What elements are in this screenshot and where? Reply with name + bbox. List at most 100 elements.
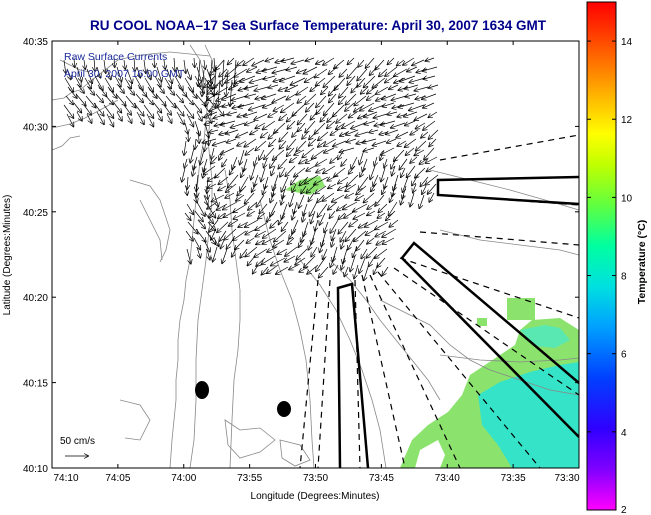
current-vector bbox=[164, 59, 165, 69]
current-vector bbox=[232, 246, 238, 257]
current-vector bbox=[306, 156, 318, 163]
current-vector bbox=[361, 86, 369, 94]
current-vector bbox=[429, 129, 439, 139]
current-vector bbox=[330, 219, 339, 233]
current-vector bbox=[356, 194, 365, 200]
current-vector bbox=[86, 113, 92, 123]
current-vector bbox=[419, 194, 425, 208]
current-vector bbox=[195, 228, 206, 242]
current-vector bbox=[319, 266, 329, 278]
y-tick-label: 40:20 bbox=[23, 293, 48, 304]
current-vector bbox=[306, 58, 315, 61]
current-vector bbox=[341, 239, 344, 249]
current-vector bbox=[324, 75, 336, 87]
current-vector bbox=[226, 69, 228, 96]
current-vector bbox=[389, 201, 398, 216]
current-vector bbox=[289, 264, 299, 270]
current-vector bbox=[259, 203, 268, 213]
current-vector bbox=[196, 111, 202, 121]
current-vector bbox=[421, 131, 429, 138]
current-vector bbox=[350, 255, 356, 271]
current-vector bbox=[406, 147, 415, 155]
current-vector bbox=[410, 129, 419, 135]
current-vector bbox=[330, 255, 336, 267]
current-vector bbox=[292, 59, 305, 64]
current-vector bbox=[197, 219, 205, 228]
current-vector bbox=[263, 66, 278, 71]
current-vector bbox=[218, 185, 227, 190]
current-vector bbox=[381, 147, 395, 155]
current-vector bbox=[136, 66, 140, 78]
x-tick-label: 74:00 bbox=[171, 473, 196, 484]
current-vector bbox=[280, 140, 287, 149]
current-vector bbox=[295, 257, 306, 265]
current-vector bbox=[186, 68, 191, 79]
current-vector bbox=[147, 86, 157, 98]
current-vector bbox=[263, 228, 277, 238]
current-vector bbox=[263, 185, 266, 194]
current-vector bbox=[186, 113, 193, 126]
current-vector bbox=[333, 140, 347, 146]
current-vector bbox=[305, 75, 316, 82]
current-vector bbox=[186, 248, 191, 264]
current-vector bbox=[184, 59, 186, 73]
current-vector bbox=[348, 237, 355, 249]
current-vector bbox=[387, 138, 397, 143]
current-vector bbox=[173, 102, 184, 116]
current-vector bbox=[84, 77, 91, 88]
current-vector bbox=[165, 95, 176, 108]
current-vector bbox=[104, 77, 113, 92]
current-vector bbox=[207, 84, 219, 94]
sst-patches bbox=[285, 176, 579, 468]
current-vector bbox=[386, 210, 396, 220]
current-vector bbox=[364, 75, 376, 87]
current-vector bbox=[305, 174, 319, 184]
current-vector bbox=[328, 201, 338, 210]
current-vector bbox=[267, 210, 276, 221]
current-vector bbox=[323, 248, 328, 259]
current-vector bbox=[134, 57, 135, 71]
current-vector bbox=[429, 111, 438, 117]
current-vector bbox=[248, 255, 256, 265]
current-vector bbox=[309, 129, 319, 139]
current-vector bbox=[282, 57, 295, 61]
current-vector bbox=[311, 246, 318, 256]
current-vector bbox=[252, 59, 265, 66]
current-vector bbox=[276, 266, 289, 274]
current-vector bbox=[366, 228, 377, 235]
current-vector bbox=[331, 129, 339, 135]
current-vector bbox=[341, 158, 348, 166]
current-vector bbox=[375, 194, 385, 206]
current-vector bbox=[316, 104, 325, 114]
y-axis-label: Latitude (Degrees:Minutes) bbox=[2, 195, 13, 316]
current-vector bbox=[410, 156, 418, 163]
current-vector bbox=[385, 66, 398, 76]
colorbar-tick-label: 10 bbox=[621, 193, 633, 204]
current-vector bbox=[308, 237, 315, 250]
current-vector bbox=[211, 147, 214, 159]
current-vector bbox=[312, 149, 325, 159]
current-vector bbox=[429, 192, 435, 202]
current-vector bbox=[174, 75, 183, 90]
current-vector bbox=[156, 66, 162, 81]
current-vector bbox=[254, 113, 268, 120]
current-vector bbox=[233, 203, 248, 212]
current-vector bbox=[354, 212, 366, 219]
current-vector bbox=[354, 264, 359, 278]
current-vector bbox=[212, 194, 225, 202]
current-vector bbox=[86, 68, 92, 83]
current-vector bbox=[422, 185, 427, 194]
current-vector bbox=[194, 192, 197, 203]
current-vector bbox=[416, 140, 427, 151]
current-vector bbox=[204, 111, 218, 117]
current-vector bbox=[239, 102, 255, 107]
current-vector bbox=[389, 84, 399, 89]
current-vector bbox=[391, 122, 406, 128]
current-vector bbox=[271, 165, 276, 175]
current-vector bbox=[250, 129, 259, 134]
current-vector bbox=[324, 221, 329, 232]
current-vector bbox=[333, 246, 338, 261]
current-vector bbox=[354, 230, 367, 241]
current-vector bbox=[66, 113, 73, 126]
current-vector bbox=[185, 95, 193, 104]
